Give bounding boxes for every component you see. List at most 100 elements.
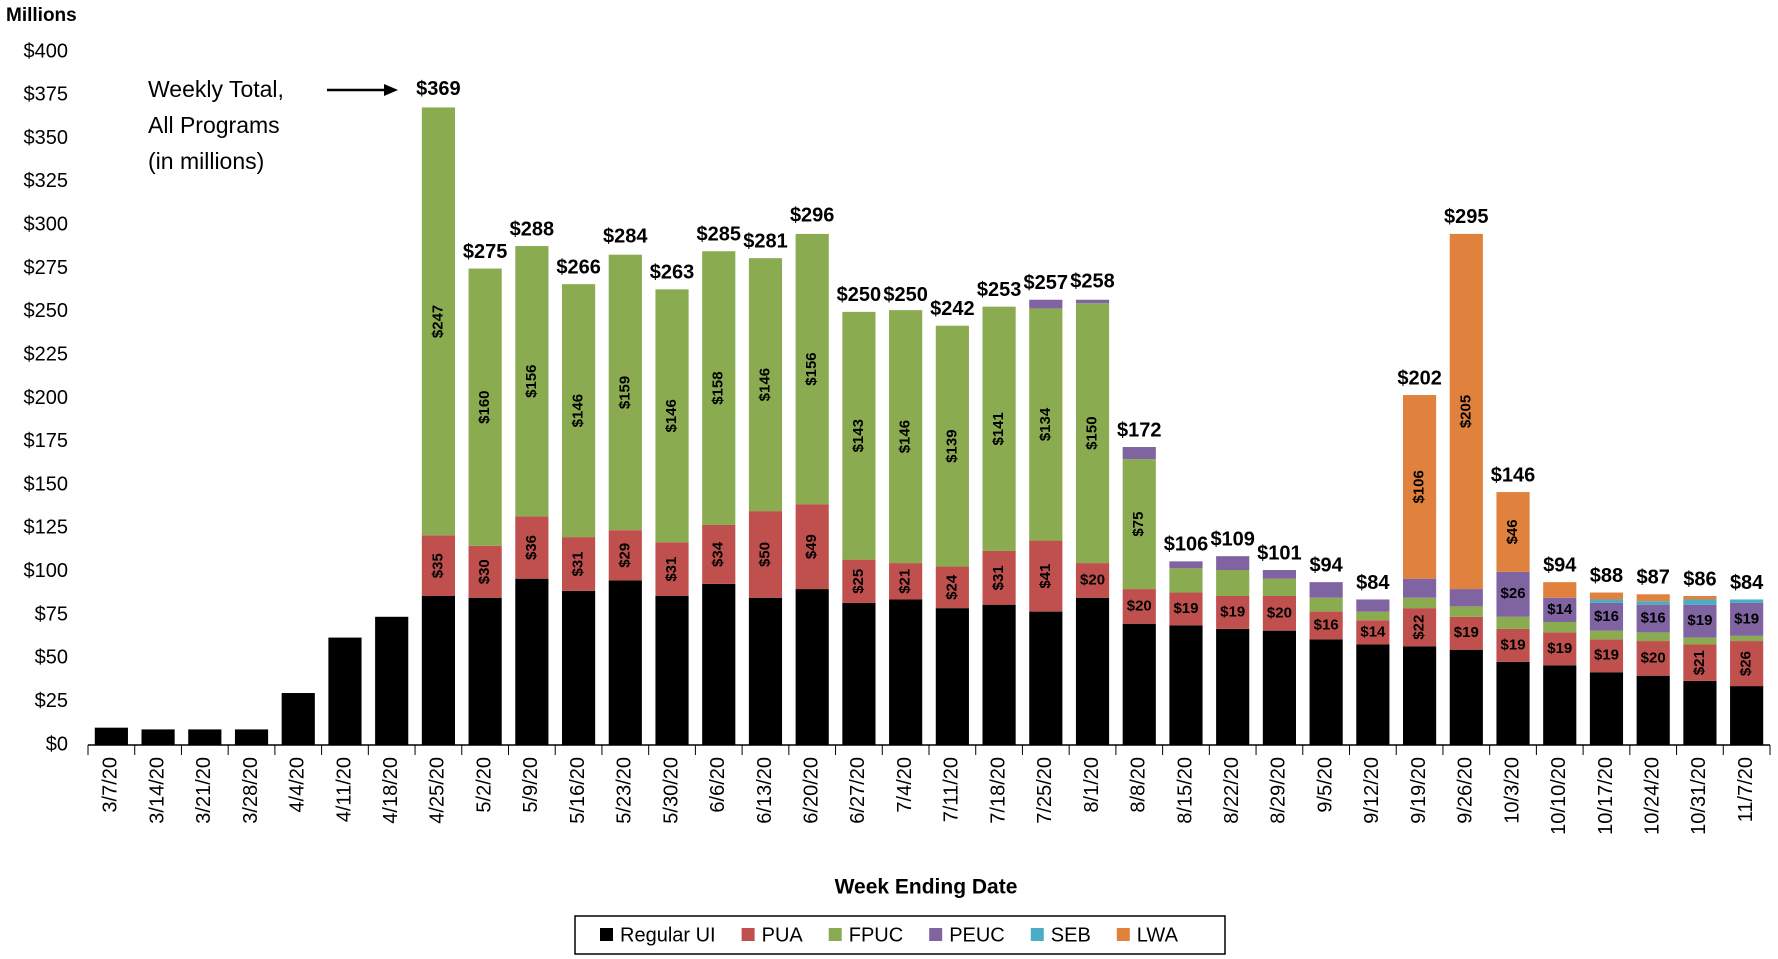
- bar-segment: [1029, 299, 1063, 309]
- bar-segment: [1169, 625, 1203, 745]
- bar-segment: [608, 254, 642, 531]
- bar-segment: [1402, 597, 1437, 609]
- segment-label: $46: [1551, 693, 1568, 718]
- x-tick-label: 8/29/20: [1268, 757, 1290, 824]
- segment-label: $20: [1080, 571, 1105, 588]
- total-label: $202: [1397, 367, 1442, 389]
- bar-segment: [1496, 571, 1530, 617]
- x-tick-label: 8/1/20: [1081, 757, 1103, 813]
- segment-label: $139: [943, 429, 960, 462]
- bar-segment: [1683, 644, 1717, 681]
- segment-label: $41: [1037, 564, 1054, 589]
- total-label: $106: [1164, 534, 1209, 556]
- y-tick-label: $275: [24, 257, 69, 279]
- bar-segment: [1216, 570, 1250, 597]
- bar-segment: [1169, 561, 1203, 569]
- total-label: $295: [1444, 206, 1489, 228]
- segment-label: $25: [850, 569, 867, 594]
- bar-segment: [375, 616, 409, 745]
- segment-label: $31: [570, 551, 587, 576]
- segment-label: $141: [990, 412, 1007, 445]
- bar-segment: [1449, 589, 1483, 607]
- y-tick-label: $300: [24, 214, 69, 236]
- segment-label: $20: [1267, 604, 1292, 621]
- bar-segment: [1683, 596, 1717, 600]
- legend-label: Regular UI: [620, 924, 716, 946]
- segment-label: $158: [710, 371, 727, 404]
- total-label: $284: [603, 225, 648, 247]
- bar-segment: [421, 107, 456, 536]
- bar-segment: [935, 566, 969, 609]
- total-label: $172: [1117, 419, 1162, 441]
- bar-segment: [1496, 492, 1530, 572]
- segment-label: $62: [336, 679, 353, 704]
- segment-label: $95: [616, 650, 633, 675]
- x-tick-label: 10/10/20: [1548, 757, 1570, 835]
- segment-label: $156: [803, 352, 820, 385]
- segment-label: $36: [523, 535, 540, 560]
- segment-label: $19: [1547, 640, 1572, 657]
- total-label: $84: [1356, 572, 1390, 594]
- bar-segment: [1636, 594, 1670, 602]
- bar-segment: [1496, 628, 1530, 662]
- segment-label: $146: [756, 368, 773, 401]
- bar-segment: [842, 602, 876, 745]
- x-tick-label: 4/4/20: [287, 757, 309, 813]
- bar-segment: [1075, 299, 1110, 304]
- bar-segment: [1402, 608, 1437, 647]
- legend-swatch: [600, 928, 613, 941]
- segment-label: $37: [1691, 700, 1708, 725]
- x-tick-label: 5/16/20: [567, 757, 589, 824]
- y-tick-label: $100: [24, 560, 69, 582]
- total-label: $94: [1309, 554, 1343, 576]
- bar-segment: [889, 310, 923, 564]
- bar-segment: [1543, 582, 1577, 598]
- bar-segment: [982, 604, 1016, 745]
- x-tick-label: 5/23/20: [614, 757, 636, 824]
- segment-label: $42: [1597, 696, 1614, 721]
- total-label: $258: [1070, 270, 1115, 292]
- segment-label: $20: [1641, 649, 1666, 666]
- bar-segment: [1169, 568, 1203, 593]
- bar-segment: [1730, 635, 1764, 642]
- legend-label: PUA: [762, 924, 804, 946]
- y-axis-title: Millions: [6, 5, 77, 26]
- x-tick-label: 3/28/20: [240, 757, 262, 824]
- total-label: $242: [930, 298, 975, 320]
- bar-segment: [1636, 601, 1670, 605]
- x-tick-label: 6/13/20: [754, 757, 776, 824]
- segment-label: $69: [1177, 673, 1194, 698]
- x-tick-label: 7/18/20: [987, 757, 1009, 824]
- segment-label: $146: [663, 399, 680, 432]
- y-tick-label: $50: [35, 647, 68, 669]
- bar-segment: [1075, 563, 1110, 598]
- segment-label: $146: [897, 420, 914, 453]
- bar-segment: [1683, 604, 1717, 638]
- bar-segment: [1449, 606, 1483, 617]
- segment-label: $30: [289, 706, 306, 731]
- segment-label: $16: [1594, 608, 1619, 625]
- x-tick-label: 5/2/20: [473, 757, 495, 813]
- total-label: $84: [1730, 572, 1764, 594]
- bar-segment: [748, 258, 783, 512]
- segment-label: $150: [1083, 416, 1100, 449]
- bar-segment: [702, 583, 736, 745]
- bar-segment: [1169, 592, 1203, 626]
- bar-segment: [94, 727, 128, 745]
- total-label: $281: [743, 230, 788, 252]
- legend-box: [574, 915, 1226, 955]
- total-label: $266: [556, 256, 601, 278]
- x-tick-label: 3/7/20: [100, 757, 122, 813]
- segment-label: $19: [1220, 603, 1245, 620]
- segment-label: $90: [803, 655, 820, 680]
- segment-label: $143: [850, 419, 867, 452]
- segment-label: $24: [943, 574, 960, 600]
- segment-label: $21: [1691, 650, 1708, 675]
- segment-label: $85: [756, 659, 773, 684]
- bar-segment: [468, 597, 502, 745]
- bar-segment: [1636, 641, 1670, 676]
- bar-segment: [1636, 604, 1670, 633]
- x-tick-label: 9/12/20: [1361, 757, 1383, 824]
- segment-label: $31: [663, 557, 680, 582]
- segment-label: $70: [1130, 672, 1147, 697]
